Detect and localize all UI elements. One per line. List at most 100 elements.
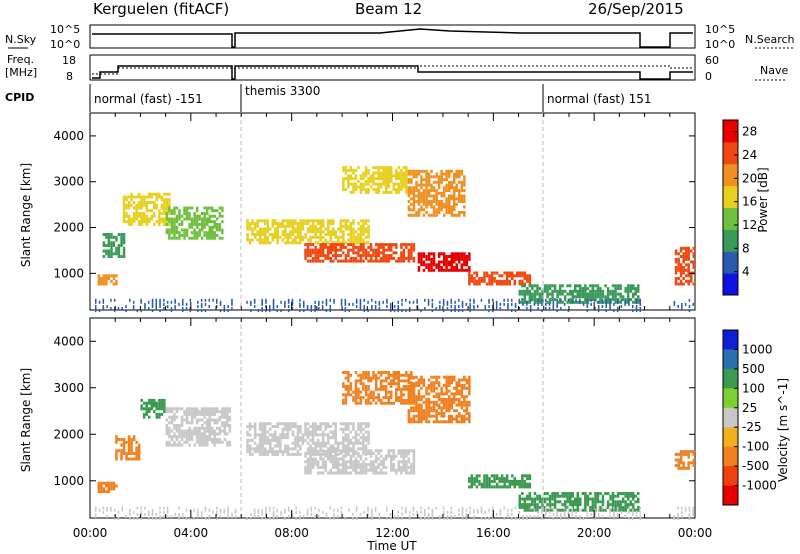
data-cell [362,436,365,440]
data-cell [448,375,451,379]
data-cell [626,289,630,293]
data-cell [342,457,345,461]
data-cell [425,255,428,258]
data-cell [107,277,111,280]
data-cell [463,180,466,184]
data-cell [432,180,436,184]
data-cell [445,263,448,267]
data-cell [113,515,116,518]
data-cell [364,182,368,186]
data-cell [397,385,400,388]
data-cell [619,284,622,288]
data-cell [460,200,464,203]
data-cell [309,235,312,239]
data-cell [327,245,330,249]
data-cell [188,212,191,215]
data-cell [291,307,294,310]
data-cell [284,447,287,451]
data-cell [400,373,403,377]
data-cell [621,492,625,495]
data-cell [435,409,438,413]
data-cell [173,407,176,411]
data-cell [362,460,365,464]
data-cell [682,268,685,272]
data-cell [450,300,452,304]
data-cell [682,252,685,256]
data-cell [624,302,626,306]
data-cell [541,510,543,514]
data-cell [279,436,282,440]
data-cell [516,271,519,275]
data-cell [168,443,171,447]
data-cell [387,371,390,374]
data-cell [107,481,111,485]
data-cell [514,506,517,510]
data-cell [427,392,431,396]
data-cell [148,410,151,414]
data-cell [382,171,385,175]
data-cell [407,191,411,195]
data-cell [511,302,513,306]
data-cell [374,465,378,469]
data-cell [541,517,543,521]
data-cell [445,183,448,187]
data-cell [427,255,431,258]
data-cell [417,211,421,214]
data-cell [309,468,312,472]
data-cell [178,231,181,235]
data-cell [475,474,479,478]
data-cell [188,206,191,210]
data-cell [435,172,438,176]
data-cell [261,508,263,512]
data-cell [160,412,164,416]
data-cell [460,417,464,421]
data-cell [521,505,524,509]
data-cell [597,305,600,308]
data-cell [576,497,579,501]
data-cell [363,298,365,302]
data-cell [165,443,169,447]
data-cell [465,255,469,258]
data-cell [450,309,452,313]
data-cell [369,174,373,178]
data-cell [473,477,476,481]
data-cell [634,300,637,304]
data-cell [106,305,108,308]
data-cell [581,295,585,299]
data-cell [374,259,378,263]
data-cell [677,461,680,465]
data-cell [463,255,466,258]
data-cell [334,251,337,255]
data-cell [159,506,161,510]
data-cell [263,430,267,434]
data-cell [626,300,630,304]
data-cell [430,205,433,209]
data-cell [445,378,448,382]
data-cell [102,282,106,286]
data-cell [410,251,413,255]
data-cell [571,500,574,504]
data-cell [445,389,448,393]
data-cell [372,373,375,377]
data-cell [561,284,564,288]
data-cell [614,494,617,498]
data-cell [344,387,348,391]
data-cell [203,407,206,411]
data-cell [445,186,448,190]
data-cell [352,230,355,234]
data-cell [319,219,322,223]
data-cell [349,373,353,377]
data-cell [594,295,597,299]
data-cell [258,233,262,236]
data-cell [311,438,315,442]
data-cell [450,517,452,521]
data-cell [193,223,196,226]
data-cell [526,274,529,278]
data-cell [287,508,290,512]
data-cell [349,454,353,458]
data-cell [556,508,559,512]
data-cell [624,503,627,507]
data-cell [182,300,184,304]
data-cell [263,233,267,236]
